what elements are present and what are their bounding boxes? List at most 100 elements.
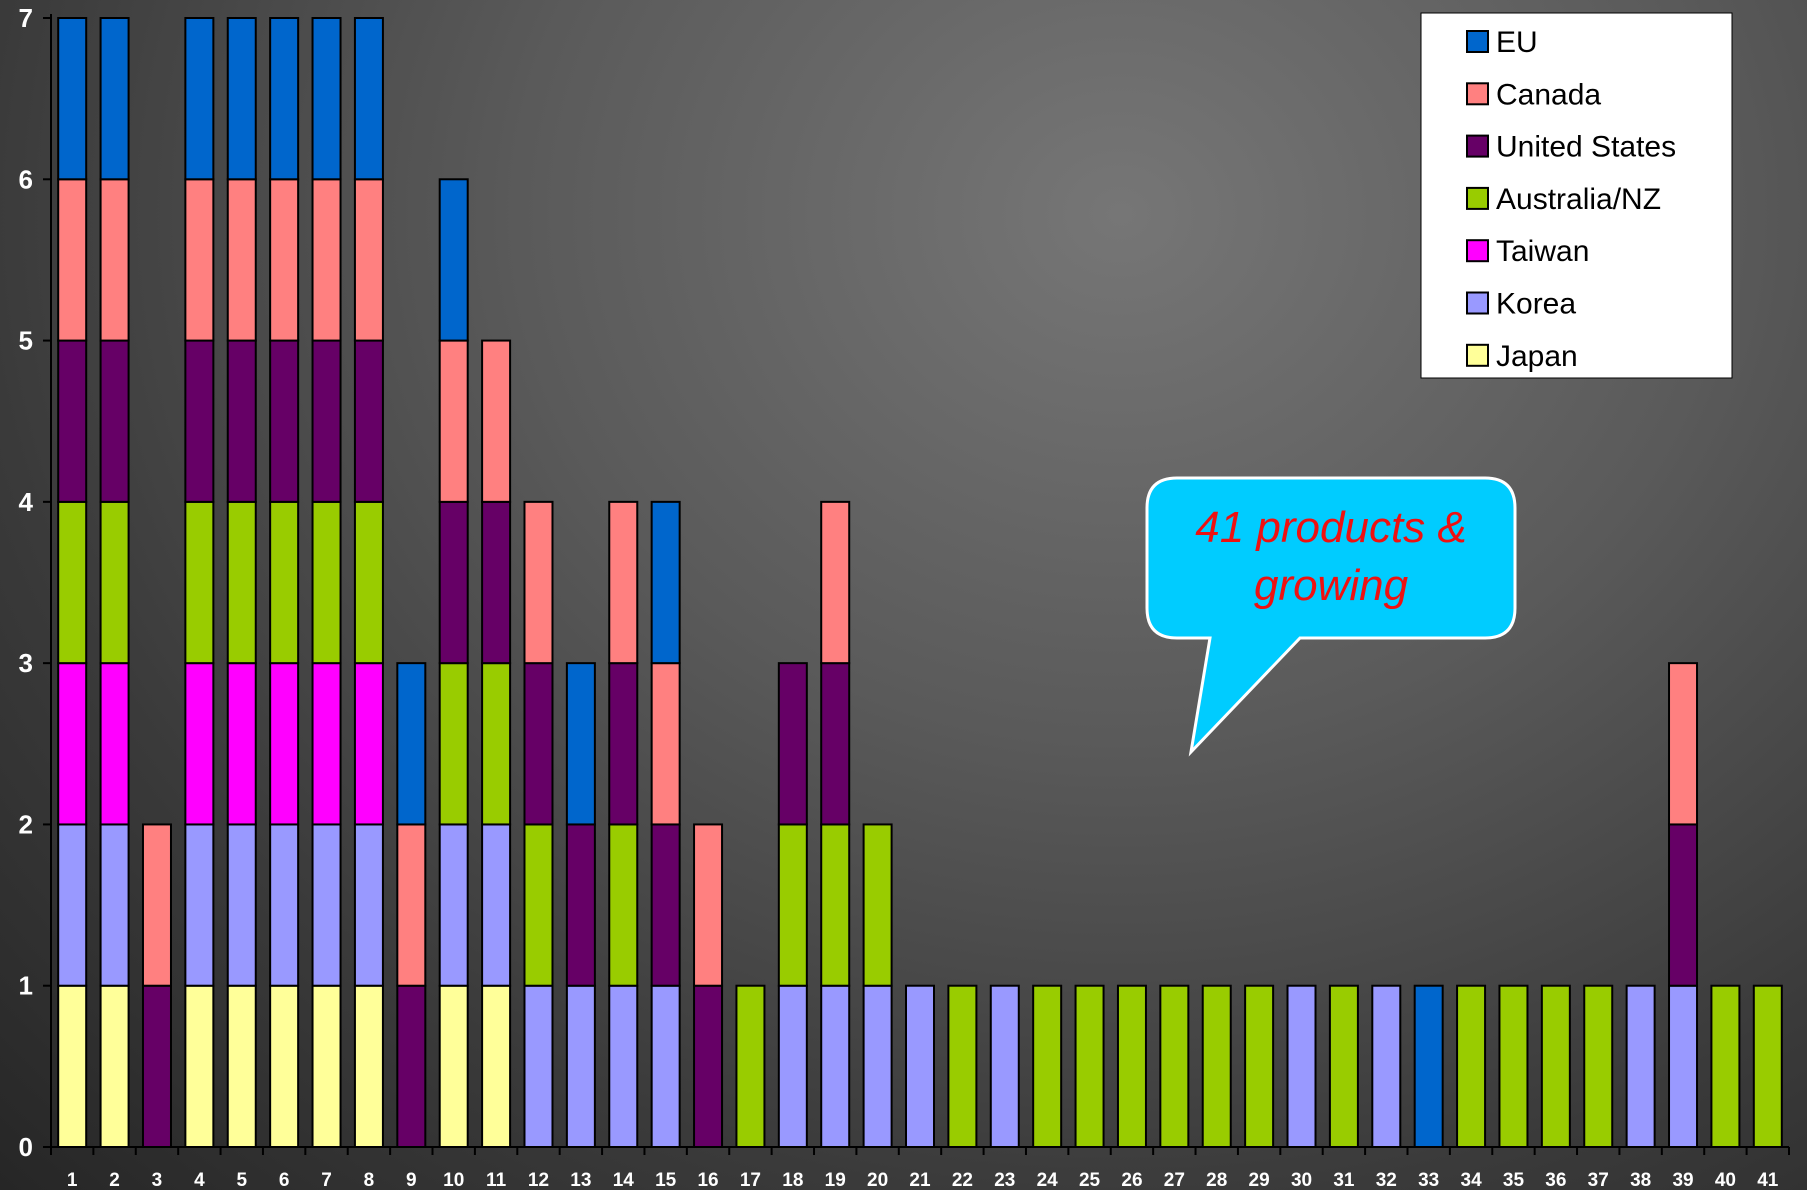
bar-segment	[269, 823, 300, 987]
bar-segment	[820, 500, 851, 665]
bar-segment	[693, 984, 724, 1149]
bar-segment	[693, 823, 724, 987]
bar-segment	[735, 984, 766, 1149]
bar-segment	[777, 823, 808, 987]
x-tick-label: 6	[279, 1170, 290, 1190]
bar-segment	[1286, 984, 1317, 1149]
bar-segment	[1032, 984, 1063, 1149]
bar-segment	[650, 500, 681, 665]
x-tick-label: 40	[1715, 1170, 1736, 1190]
bar-segment	[1540, 984, 1571, 1149]
bar-segment	[820, 984, 851, 1149]
x-tick-label: 38	[1630, 1170, 1651, 1190]
bar-segment	[1159, 984, 1190, 1149]
bar-segment	[1625, 984, 1656, 1149]
x-tick-label: 35	[1503, 1170, 1525, 1190]
bar-segment	[269, 984, 300, 1149]
x-tick-label: 26	[1121, 1170, 1142, 1190]
x-tick-label: 33	[1418, 1170, 1439, 1190]
x-tick-label: 19	[825, 1170, 846, 1190]
x-tick-label: 3	[152, 1170, 163, 1190]
bar-segment	[226, 662, 257, 826]
bar-segment	[57, 339, 88, 503]
bar-segment	[57, 178, 88, 342]
bar-segment	[862, 984, 893, 1149]
x-tick-label: 4	[194, 1170, 205, 1190]
x-tick-label: 7	[321, 1170, 332, 1190]
bar-segment	[99, 984, 130, 1149]
y-tick-label: 4	[19, 487, 34, 517]
bar-segment	[141, 823, 172, 987]
x-tick-label: 14	[613, 1170, 635, 1190]
x-tick-label: 25	[1079, 1170, 1101, 1190]
x-tick-label: 13	[570, 1170, 591, 1190]
bar-segment	[226, 984, 257, 1149]
bar-segment	[438, 662, 469, 826]
bar-segment	[184, 984, 215, 1149]
x-tick-label: 24	[1037, 1170, 1059, 1190]
bar-segment	[311, 500, 342, 665]
bar-segment	[1710, 984, 1741, 1149]
x-tick-label: 11	[486, 1170, 507, 1190]
bar-segment	[396, 662, 427, 826]
x-tick-label: 36	[1545, 1170, 1566, 1190]
bar-segment	[57, 823, 88, 987]
x-tick-label: 41	[1757, 1170, 1779, 1190]
x-tick-label: 29	[1249, 1170, 1270, 1190]
bar-segment	[184, 17, 215, 181]
bar-segment	[99, 339, 130, 503]
bar-segment	[565, 823, 596, 987]
x-tick-label: 16	[697, 1170, 718, 1190]
bar-segment	[184, 823, 215, 987]
x-tick-label: 2	[109, 1170, 120, 1190]
legend-label: Taiwan	[1496, 235, 1589, 268]
x-tick-label: 39	[1672, 1170, 1693, 1190]
bar-segment	[481, 662, 512, 826]
x-tick-label: 31	[1333, 1170, 1355, 1190]
legend-swatch	[1466, 239, 1489, 263]
bar-segment	[269, 662, 300, 826]
bar-segment	[862, 823, 893, 987]
bar-segment	[820, 662, 851, 826]
bar-segment	[438, 823, 469, 987]
x-tick-label: 17	[740, 1170, 761, 1190]
bar-segment	[523, 823, 554, 987]
bar-segment	[184, 178, 215, 342]
bar-segment	[1201, 984, 1232, 1149]
x-tick-label: 8	[364, 1170, 375, 1190]
bar-segment	[269, 17, 300, 181]
bar-segment	[777, 984, 808, 1149]
x-tick-label: 12	[528, 1170, 549, 1190]
bar-segment	[481, 984, 512, 1149]
bar-segment	[269, 500, 300, 665]
bar-segment	[1413, 984, 1444, 1149]
x-tick-label: 15	[655, 1170, 677, 1190]
bar-segment	[99, 17, 130, 181]
bar-segment	[311, 178, 342, 342]
bar-segment	[1116, 984, 1147, 1149]
bar-segment	[1371, 984, 1402, 1149]
x-tick-label: 30	[1291, 1170, 1312, 1190]
bar-segment	[989, 984, 1020, 1149]
y-tick-label: 3	[19, 648, 33, 678]
bar-segment	[99, 662, 130, 826]
bar-segment	[438, 339, 469, 503]
bar-segment	[99, 823, 130, 987]
x-tick-label: 37	[1588, 1170, 1609, 1190]
legend-label: Canada	[1496, 78, 1601, 111]
bar-segment	[1752, 984, 1783, 1149]
bar-segment	[565, 662, 596, 826]
legend-swatch	[1466, 82, 1489, 106]
bar-segment	[311, 17, 342, 181]
bar-segment	[608, 500, 639, 665]
x-tick-label: 5	[236, 1170, 247, 1190]
bar-segment	[1244, 984, 1275, 1149]
x-tick-label: 28	[1206, 1170, 1227, 1190]
x-tick-label: 34	[1461, 1170, 1483, 1190]
bar-segment	[226, 17, 257, 181]
bar-segment	[353, 662, 384, 826]
bar-segment	[226, 823, 257, 987]
bar-segment	[1498, 984, 1529, 1149]
y-tick-label: 1	[19, 971, 33, 1001]
